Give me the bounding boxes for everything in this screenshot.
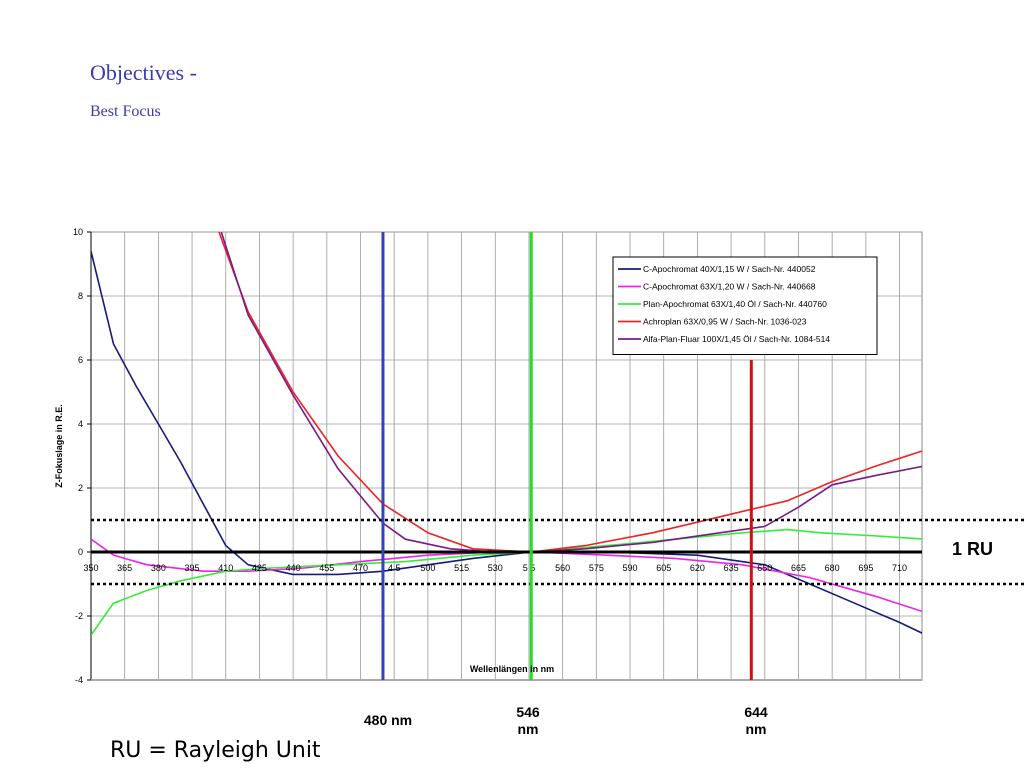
x-tick-label-680: 680 bbox=[825, 563, 840, 573]
x-tick-label-350: 350 bbox=[83, 563, 98, 573]
marker-label-546: 546 nm bbox=[498, 704, 558, 738]
x-tick-label-485: 4 5 bbox=[388, 563, 401, 573]
marker-label-644: 644 nm bbox=[726, 704, 786, 738]
y-tick-label--4: -4 bbox=[75, 675, 83, 685]
legend-label-4: Achroplan 63X/0,95 W / Sach-Nr. 1036-023 bbox=[643, 317, 807, 327]
x-tick-label-500: 500 bbox=[420, 563, 435, 573]
x-tick-label-575: 575 bbox=[589, 563, 604, 573]
x-tick-label-560: 560 bbox=[555, 563, 570, 573]
x-tick-label-470: 470 bbox=[353, 563, 368, 573]
x-tick-label-605: 605 bbox=[656, 563, 671, 573]
x-tick-label-380: 380 bbox=[151, 563, 166, 573]
footer-note: RU = Rayleigh Unit bbox=[110, 738, 321, 763]
marker-label-480-line1: 480 nm bbox=[363, 712, 413, 728]
marker-label-644-line1: 644 bbox=[744, 704, 768, 720]
y-tick-label-10: 10 bbox=[73, 227, 83, 237]
slide-subtitle: Best Focus bbox=[90, 103, 161, 120]
marker-label-480: 480 nm bbox=[358, 712, 418, 729]
marker-label-644-line2: nm bbox=[745, 721, 767, 737]
x-tick-label-455: 455 bbox=[319, 563, 334, 573]
x-tick-label-410: 410 bbox=[218, 563, 233, 573]
x-tick-label-695: 695 bbox=[858, 563, 873, 573]
y-tick-label-4: 4 bbox=[78, 419, 83, 429]
legend-box bbox=[612, 256, 878, 355]
marker-label-546-line1: 546 bbox=[516, 704, 540, 720]
y-tick-label--2: -2 bbox=[75, 611, 83, 621]
rayleigh-unit-label: 1 RU bbox=[952, 539, 994, 559]
x-tick-label-620: 620 bbox=[690, 563, 705, 573]
x-tick-label-440: 440 bbox=[286, 563, 301, 573]
y-tick-label-6: 6 bbox=[78, 355, 83, 365]
x-tick-label-710: 710 bbox=[892, 563, 907, 573]
marker-label-546-line2: nm bbox=[517, 721, 539, 737]
x-tick-label-665: 665 bbox=[791, 563, 806, 573]
x-tick-label-395: 395 bbox=[185, 563, 200, 573]
x-tick-label-545: 5 5 bbox=[523, 563, 536, 573]
x-tick-label-635: 635 bbox=[724, 563, 739, 573]
legend-label-1: C-Apochromat 40X/1,15 W / Sach-Nr. 44005… bbox=[643, 264, 816, 274]
slide-title: Objectives - bbox=[90, 60, 197, 85]
x-tick-label-425: 425 bbox=[252, 563, 267, 573]
x-axis-label: Wellenlängen in nm bbox=[470, 664, 554, 674]
x-tick-label-530: 530 bbox=[488, 563, 503, 573]
x-tick-label-650: 650 bbox=[757, 563, 772, 573]
y-tick-label-0: 0 bbox=[78, 547, 83, 557]
y-tick-label-2: 2 bbox=[78, 483, 83, 493]
legend-label-2: C-Apochromat 63X/1,20 W / Sach-Nr. 44066… bbox=[643, 282, 816, 292]
y-axis-label: Z-Fokuslage in R.E. bbox=[54, 404, 64, 488]
series-line-2 bbox=[91, 538, 922, 613]
legend-label-5: Alfa-Plan-Fluar 100X/1,45 Öl / Sach-Nr. … bbox=[643, 334, 830, 344]
x-tick-label-365: 365 bbox=[117, 563, 132, 573]
x-tick-label-590: 590 bbox=[623, 563, 638, 573]
y-tick-label-8: 8 bbox=[78, 291, 83, 301]
legend-label-3: Plan-Apochromat 63X/1,40 Öl / Sach-Nr. 4… bbox=[643, 299, 827, 309]
x-tick-label-515: 515 bbox=[454, 563, 469, 573]
